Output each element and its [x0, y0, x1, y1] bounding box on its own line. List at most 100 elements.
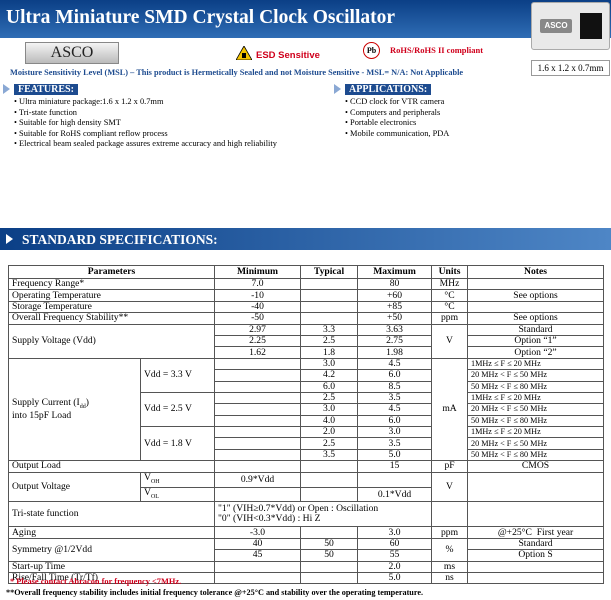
applications-heading: APPLICATIONS:: [345, 84, 432, 95]
table-cell: 1MHz ≤ F ≤ 20 MHz: [467, 426, 605, 439]
table-row: Supply Current (Idd) into 15pF Load Vdd = …: [8, 357, 605, 462]
cell-text: ): [85, 396, 89, 408]
table-cell: ns: [431, 571, 469, 585]
subscript: OH: [150, 478, 160, 485]
table-cell: 2.97: [214, 323, 302, 336]
table-row: Overall Frequency Stability** -50 +50 ppm Se…: [7, 312, 605, 325]
table-cell: 4.5: [357, 357, 433, 371]
table-cell: [300, 526, 359, 539]
element: V: [144, 472, 151, 483]
subscript: OL: [150, 493, 159, 500]
table-cell: 50 MHz < F ≤ 80 MHz: [467, 448, 605, 462]
header-bar: [0, 0, 611, 38]
table-cell: +85: [357, 300, 433, 314]
table-row: 6.0 8.5 50 MHz < F ≤ 80 MHz: [9, 380, 605, 393]
table-cell: 50 MHz < F ≤ 80 MHz: [467, 414, 605, 428]
rohs-label: RoHS/RoHS II compliant: [390, 45, 484, 55]
esd-label: ESD Sensitive: [256, 50, 320, 61]
table-cell: [214, 571, 302, 585]
table-row: Tri-state function "1" (VIH≥0.7*Vdd) or O…: [7, 501, 605, 528]
table-cell: 3.0: [300, 403, 359, 416]
cell-text: dd: [79, 403, 86, 410]
table-cell: Vdd = 2.5 V: [139, 391, 216, 428]
table-cell: 3.0: [357, 526, 433, 539]
table-cell: 0.1*Vdd: [357, 486, 433, 503]
table-cell: [300, 571, 359, 585]
table-cell: 45: [214, 549, 302, 562]
column-header: Parameters: [7, 265, 216, 279]
table-cell: 2.0: [300, 426, 359, 439]
table-cell: @+25°C First year: [467, 526, 605, 539]
table-cell: [300, 312, 359, 325]
title: Ultra Miniature SMD Crystal Clock Oscill…: [6, 7, 396, 28]
table-cell: 6.0: [357, 414, 433, 428]
esd-icon: [236, 46, 252, 60]
table-cell: V: [431, 323, 469, 359]
features-heading: FEATURES:: [14, 84, 78, 95]
column-header: Maximum: [357, 265, 433, 279]
table-cell: Supply Voltage (Vdd): [7, 323, 216, 359]
table-cell: Output Load: [7, 460, 216, 473]
arrow: [334, 84, 341, 94]
table-cell: Option “2”: [467, 346, 605, 359]
table-cell: 4.0: [300, 414, 359, 428]
table-cell: V: [431, 471, 469, 503]
table-cell: Aging: [7, 526, 216, 539]
table-cell: Storage Temperature: [7, 300, 216, 314]
table-row: Aging -3.0 3.0 ppm @+25°C First year: [7, 526, 605, 539]
table-cell: Frequency Range*: [7, 277, 216, 291]
table-cell: [214, 380, 302, 393]
table-cell: [467, 300, 605, 314]
dimensions: 1.6 x 1.2 x 0.7mm: [531, 60, 610, 76]
brand-logo: ASCO: [25, 42, 119, 64]
pb-icon: Pb: [363, 42, 380, 59]
table-cell: °C: [431, 289, 469, 302]
table-cell: 20 MHz < F ≤ 50 MHz: [467, 437, 605, 450]
table-cell: 20 MHz < F ≤ 50 MHz: [467, 369, 605, 382]
table-cell: "1" (VIH≥0.7*Vdd) or Open : Oscillation "…: [214, 501, 433, 528]
table-cell: -50: [214, 312, 302, 325]
table-cell: [214, 560, 302, 574]
table-cell: 80: [357, 277, 433, 291]
table-cell: [214, 369, 302, 382]
table-cell: 0.9*Vdd: [214, 471, 302, 488]
table-cell: Standard: [467, 323, 605, 336]
table-cell: 40: [214, 537, 302, 551]
table-cell: 50: [300, 549, 359, 562]
list-item: Electrical beam sealed package assures e…: [14, 139, 277, 150]
table-cell: 5.0: [357, 448, 433, 462]
table-cell: °C: [431, 300, 469, 314]
column-header: Units: [431, 265, 469, 279]
table-cell: 1.62: [214, 346, 302, 359]
spec-bar: [0, 228, 611, 250]
list-item: Ultra miniature package:1.6 x 1.2 x 0.7m…: [14, 97, 277, 108]
element: Supply Current (Idd) into 15pF Load Vdd = …: [8, 357, 605, 462]
table-cell: 4.2: [300, 369, 359, 382]
table-cell: 6.0: [357, 369, 433, 382]
table-cell: -40: [214, 300, 302, 314]
table-cell: ppm: [431, 312, 469, 325]
list-item: Tri-state function: [14, 108, 277, 119]
table-cell: 3.3: [300, 323, 359, 336]
table-row: VOL 0.1*Vdd: [9, 486, 604, 503]
table-cell: Overall Frequency Stability**: [7, 312, 216, 325]
table-cell: 1MHz ≤ F ≤ 20 MHz: [467, 391, 605, 405]
product-image-label: ASCO: [540, 19, 572, 33]
arrow: [6, 234, 13, 244]
table-cell: VOL: [139, 486, 216, 503]
arrow: [3, 84, 10, 94]
cell-text: into 15pF Load: [12, 410, 72, 422]
table-cell: [467, 560, 605, 574]
table-cell: 5.0: [357, 571, 433, 585]
table-cell: [300, 289, 359, 302]
table-cell: Standard: [467, 537, 605, 551]
table-row: Rise/Fall Time (Tr/Tf) 5.0 ns: [7, 571, 605, 585]
table-row: 2.5 3.5 20 MHz < F ≤ 50 MHz: [9, 437, 605, 450]
list-item: Suitable for RoHS compliant reflow proce…: [14, 129, 277, 140]
table-cell: 3.5: [300, 448, 359, 462]
table-cell: 1MHz ≤ F ≤ 20 MHz: [467, 357, 605, 371]
table-cell: [300, 300, 359, 314]
cell-text: Supply Current (I: [12, 396, 80, 408]
table-cell: 3.5: [357, 437, 433, 450]
table-cell: 1.8: [300, 346, 359, 359]
